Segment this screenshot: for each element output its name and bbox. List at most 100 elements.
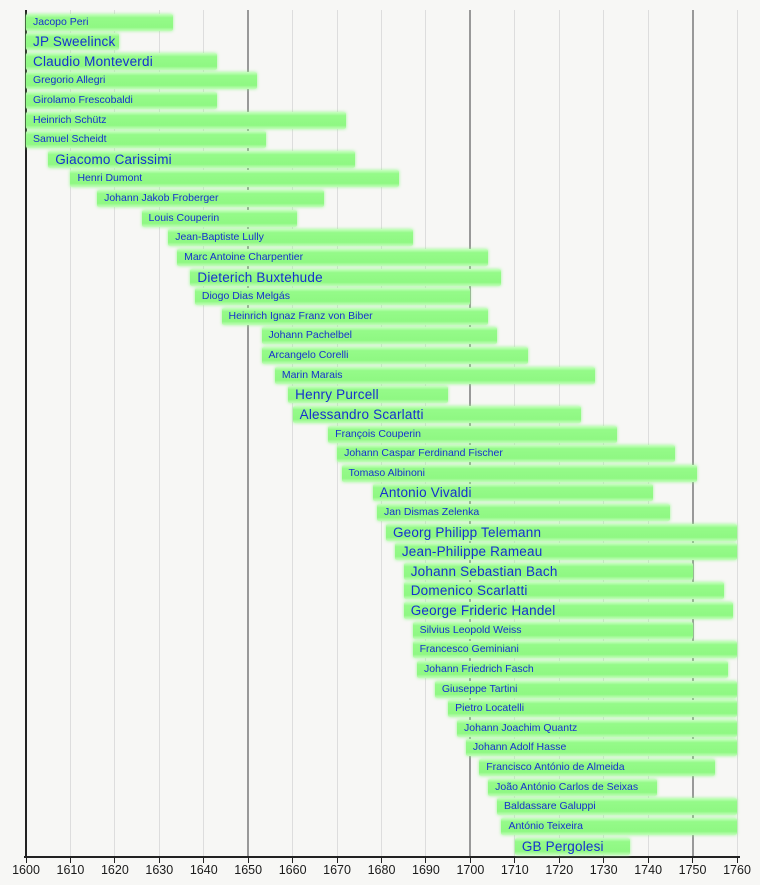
composer-name[interactable]: Johann Caspar Ferdinand Fischer [344,447,503,460]
composer-name[interactable]: Henri Dumont [77,172,143,185]
composer-name[interactable]: Johann Jakob Froberger [104,192,219,205]
composer-name[interactable]: João António Carlos de Seixas [495,780,639,793]
x-axis-tick-label-1630: 1630 [145,863,174,877]
composer-name[interactable]: Johann Pachelbel [268,329,352,342]
composer-name[interactable]: Pietro Locatelli [455,702,525,715]
composer-name[interactable]: Baldassare Galuppi [504,800,596,813]
composer-bar[interactable]: Jacopo Peri [26,13,173,31]
composer-bar[interactable]: Johann Caspar Ferdinand Fischer [337,445,675,463]
composer-bar[interactable]: Dieterich Buxtehude [190,268,502,286]
composer-bar[interactable]: Johann Sebastian Bach [403,562,693,580]
x-axis-tick-label-1640: 1640 [189,863,218,877]
composer-bar[interactable]: Heinrich Ignaz Franz von Biber [221,307,489,325]
composer-bar[interactable]: Francisco António de Almeida [479,759,715,777]
x-axis-tick-1750 [692,858,694,863]
composer-bar[interactable]: Giuseppe Tartini [434,680,737,698]
x-axis-tick-1600 [25,858,27,863]
composer-name[interactable]: Giuseppe Tartini [441,682,518,695]
composer-bar[interactable]: François Couperin [328,425,618,443]
composer-name[interactable]: Samuel Scheidt [33,133,107,146]
composer-name[interactable]: Arcangelo Corelli [268,349,349,362]
composer-name[interactable]: Jacopo Peri [33,15,89,28]
composer-bar[interactable]: Marin Marais [274,366,595,384]
composer-bar[interactable]: Claudio Monteverdi [26,52,218,70]
composer-bar[interactable]: Johann Pachelbel [261,327,498,345]
composer-name[interactable]: António Teixeira [508,819,583,832]
composer-bar[interactable]: George Frideric Handel [403,602,733,620]
composer-name[interactable]: Diogo Dias Melgás [201,290,290,303]
composer-bar[interactable]: JP Sweelinck [26,33,120,51]
composer-bar[interactable]: Georg Philipp Telemann [385,523,737,541]
composer-name[interactable]: Silvius Leopold Weiss [419,623,522,636]
composer-name[interactable]: Johann Joachim Quantz [464,721,578,734]
composer-bar[interactable]: Samuel Scheidt [26,131,266,149]
composer-bar[interactable]: João António Carlos de Seixas [488,778,657,796]
major-gridline-1650 [247,10,250,856]
composer-name[interactable]: Girolamo Frescobaldi [33,93,133,106]
composer-bar[interactable]: Johann Jakob Froberger [97,190,324,208]
x-axis-tick-label-1620: 1620 [100,863,129,877]
composer-name[interactable]: Marc Antoine Charpentier [184,250,304,263]
composer-bar[interactable]: Johann Adolf Hasse [465,739,737,757]
x-axis-tick-1730 [603,858,605,863]
composer-bar[interactable]: Girolamo Frescobaldi [26,91,218,109]
composer-bar[interactable]: GB Pergolesi [514,837,631,855]
composer-bar[interactable]: Henri Dumont [70,170,400,188]
composer-bar[interactable]: Gregorio Allegri [26,72,258,90]
x-axis-tick-1760 [736,858,738,863]
composer-bar[interactable]: Jean-Philippe Rameau [394,543,737,561]
composer-bar[interactable]: António Teixeira [501,817,737,835]
composer-name[interactable]: Johann Friedrich Fasch [424,662,534,675]
composer-name[interactable]: François Couperin [335,427,421,440]
composer-name[interactable]: Alessandro Scarlatti [299,406,424,422]
composer-name[interactable]: Claudio Monteverdi [33,53,153,69]
composer-name[interactable]: Jean-Baptiste Lully [175,231,264,244]
composer-name[interactable]: Domenico Scarlatti [410,583,528,599]
composer-name[interactable]: Johann Sebastian Bach [410,563,558,579]
composer-bar[interactable]: Jan Dismas Zelenka [377,504,671,521]
composer-bar[interactable]: Silvius Leopold Weiss [412,621,693,639]
composer-name[interactable]: Louis Couperin [148,211,220,224]
x-axis-tick-1690 [425,858,427,863]
composer-bar[interactable]: Heinrich Schütz [26,111,346,129]
composer-name[interactable]: Heinrich Schütz [33,113,107,126]
composer-bar[interactable]: Giacomo Carissimi [48,150,355,168]
composer-name[interactable]: Henry Purcell [295,387,379,403]
composer-bar[interactable]: Tomaso Albinoni [341,464,697,482]
composer-bar[interactable]: Diogo Dias Melgás [194,288,471,306]
composer-name[interactable]: Giacomo Carissimi [55,151,172,167]
x-axis-tick-1650 [247,858,249,863]
x-axis-tick-label-1720: 1720 [545,863,574,877]
composer-name[interactable]: Antonio Vivaldi [379,485,472,501]
composer-name[interactable]: JP Sweelinck [33,34,116,50]
composer-name[interactable]: George Frideric Handel [410,603,556,619]
composer-bar[interactable]: Marc Antoine Charpentier [177,248,489,266]
composer-name[interactable]: Johann Adolf Hasse [472,741,567,754]
composer-name[interactable]: Dieterich Buxtehude [197,269,323,285]
composer-name[interactable]: Jan Dismas Zelenka [384,506,480,518]
composer-name[interactable]: Tomaso Albinoni [348,466,425,479]
composer-bar[interactable]: Johann Friedrich Fasch [417,660,729,678]
composer-bar[interactable]: Louis Couperin [141,209,298,227]
composer-bar[interactable]: Alessandro Scarlatti [292,405,582,423]
composer-name[interactable]: Francesco Geminiani [419,643,519,656]
x-axis-tick-1640 [203,858,205,863]
composer-bar[interactable]: Johann Joachim Quantz [457,719,737,737]
composer-name[interactable]: Georg Philipp Telemann [392,524,542,540]
composer-name[interactable]: Francisco António de Almeida [486,761,625,774]
composer-bar[interactable]: Domenico Scarlatti [403,582,724,600]
composer-name[interactable]: Heinrich Ignaz Franz von Biber [228,309,373,322]
composer-bar[interactable]: Arcangelo Corelli [261,347,529,365]
composer-name[interactable]: Gregorio Allegri [33,74,106,87]
composer-bar[interactable]: Antonio Vivaldi [372,484,653,502]
composer-bar[interactable]: Francesco Geminiani [412,641,737,659]
composer-bar[interactable]: Jean-Baptiste Lully [168,229,413,247]
composer-name[interactable]: Jean-Philippe Rameau [401,544,543,560]
composer-bar[interactable]: Baldassare Galuppi [497,798,737,816]
x-axis-tick-label-1760: 1760 [723,863,751,877]
composer-bar[interactable]: Pietro Locatelli [448,700,737,718]
minor-gridline-1620 [114,10,116,856]
composer-name[interactable]: GB Pergolesi [521,838,604,854]
composer-bar[interactable]: Henry Purcell [288,386,449,404]
composer-name[interactable]: Marin Marais [281,368,343,381]
